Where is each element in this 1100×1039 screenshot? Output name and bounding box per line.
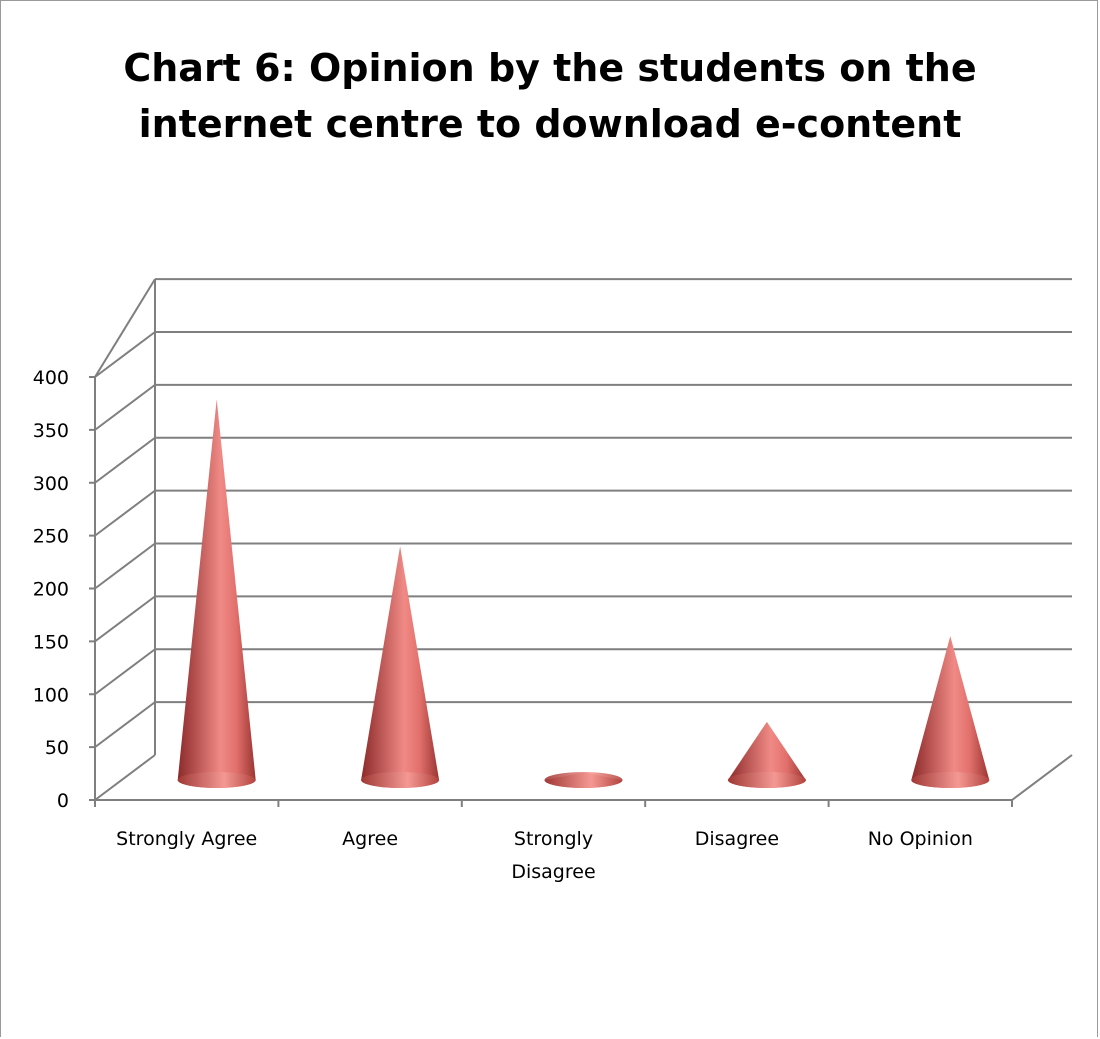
y-tick-label: 50 (45, 737, 69, 759)
cones (177, 399, 990, 788)
y-tick-label: 250 (33, 526, 69, 548)
side-gridline (94, 489, 156, 537)
x-category-label: Strongly Agree (116, 828, 257, 850)
cone-base (177, 772, 256, 788)
chart-title-line-2: internet centre to download e-content (138, 102, 962, 146)
cone-body (911, 636, 990, 788)
cone (361, 546, 440, 788)
x-category-label: Agree (342, 828, 398, 850)
cone-base (544, 772, 623, 788)
y-tick-label: 300 (33, 473, 69, 495)
x-category-labels: Strongly Agree Agree Strongly Disagree Disag… (116, 828, 973, 883)
gridlines (94, 278, 1072, 801)
cone-body (361, 546, 440, 788)
x-category-label: Disagree (695, 828, 779, 850)
side-gridline (94, 542, 156, 590)
chart-title: Chart 6: Opinion by the students on the … (0, 40, 1100, 152)
x-category-label: No Opinion (868, 828, 973, 850)
side-gridline (94, 648, 156, 696)
x-category-label: Disagree (511, 861, 595, 883)
axes (89, 279, 1073, 807)
y-tick-label: 100 (33, 684, 69, 706)
y-tick-label: 400 (33, 367, 69, 389)
floor-right-edge (1011, 754, 1073, 801)
cone (544, 772, 623, 788)
y-tick-label: 0 (57, 790, 69, 812)
cone-base (361, 772, 440, 788)
side-gridline (94, 331, 156, 378)
side-gridline (94, 595, 156, 643)
side-gridline (94, 436, 156, 484)
side-gridline (94, 701, 156, 748)
x-category-label: Strongly (514, 828, 593, 850)
cone-base (911, 772, 990, 788)
side-gridline (94, 278, 156, 378)
y-tick-label: 200 (33, 579, 69, 601)
side-gridline (94, 384, 156, 431)
cone-base (727, 772, 806, 788)
cone-body (177, 399, 256, 788)
y-tick-label: 350 (33, 420, 69, 442)
cone (727, 721, 806, 788)
side-gridline (94, 754, 156, 801)
cone (177, 399, 256, 788)
y-tick-labels: 0 50 100 150 200 250 300 350 400 (33, 367, 69, 812)
y-tick-label: 150 (33, 631, 69, 653)
cone-body (727, 721, 806, 788)
chart-title-line-1: Chart 6: Opinion by the students on the (123, 46, 977, 90)
cone (911, 636, 990, 788)
